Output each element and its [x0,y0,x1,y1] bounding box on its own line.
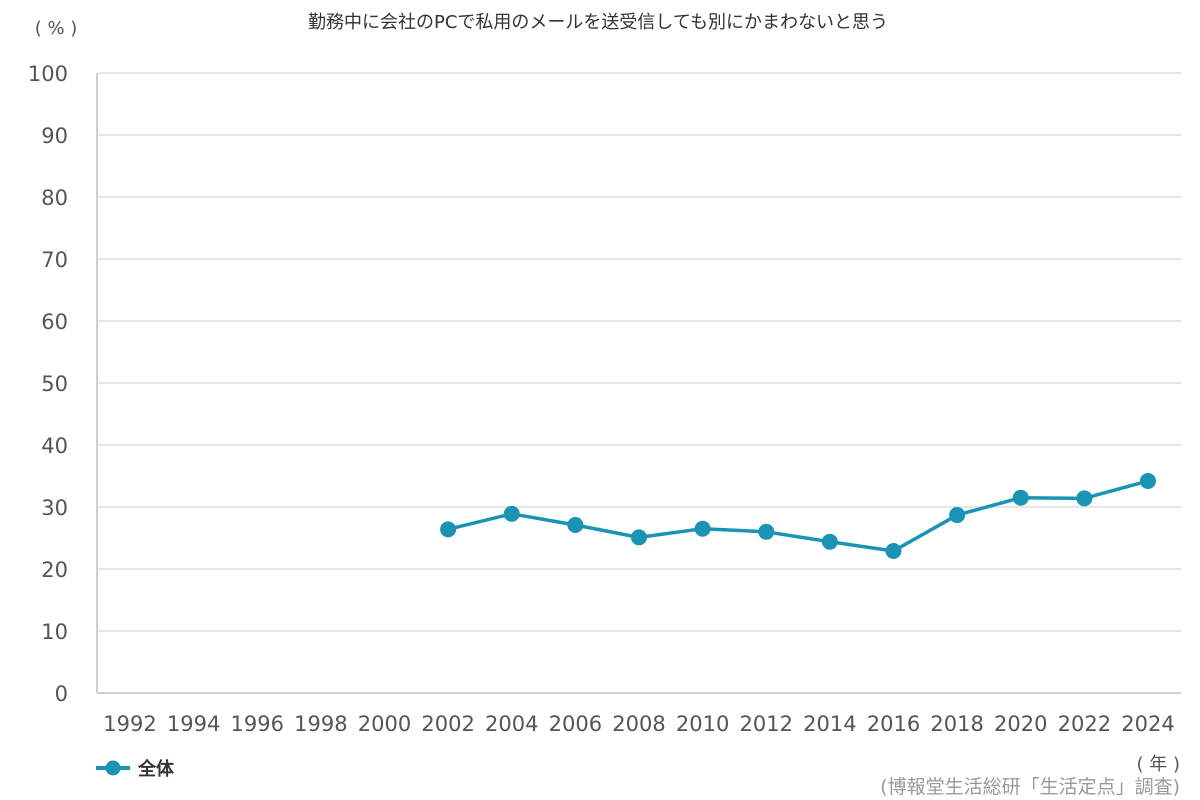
x-tick-label: 2014 [803,712,856,736]
x-tick-label: 2020 [994,712,1047,736]
y-tick-label: 90 [41,124,68,148]
x-tick-label: 2000 [358,712,411,736]
data-point [694,520,711,537]
x-tick-label: 2016 [867,712,920,736]
data-point [1012,489,1029,506]
gridlines [96,72,1181,694]
data-point [949,507,966,524]
x-tick-label: 2024 [1121,712,1174,736]
data-point [1076,490,1093,507]
y-tick-label: 20 [41,558,68,582]
x-tick-label: 1994 [167,712,220,736]
series-layer [440,472,1156,560]
chart-title: 勤務中に会社のPCで私用のメールを送受信しても別にかまわないと思う [308,12,888,33]
x-tick-label: 1998 [294,712,347,736]
y-axis-label: ( % ) [35,18,78,39]
data-point [758,523,775,540]
x-tick-label: 2010 [676,712,729,736]
x-tick-label: 2022 [1058,712,1111,736]
legend-label: 全体 [137,758,175,780]
x-axis-label: ( 年 ) [1137,754,1181,775]
data-point [885,543,902,560]
y-tick-label: 50 [41,372,68,396]
x-tick-label: 1996 [231,712,284,736]
x-tick-label: 2006 [549,712,602,736]
data-point [567,516,584,533]
data-point [631,529,647,546]
y-tick-label: 60 [41,310,68,334]
y-tick-label: 0 [55,682,68,706]
y-tick-labels: 0 10 20 30 40 50 60 70 80 90 100 [28,62,68,706]
source-note: (博報堂生活総研「生活定点」調査) [880,776,1180,798]
y-tick-label: 10 [41,620,68,644]
y-tick-label: 100 [28,62,68,86]
y-tick-label: 80 [41,186,68,210]
x-tick-label: 1992 [103,712,156,736]
data-point [821,533,838,550]
data-point [503,505,520,522]
y-tick-label: 70 [41,248,68,272]
data-point [440,521,457,538]
x-tick-label: 2012 [740,712,793,736]
x-tick-label: 2002 [421,712,474,736]
series-line [447,479,1149,553]
y-tick-label: 40 [41,434,68,458]
x-tick-label: 2018 [930,712,983,736]
legend: 全体 [96,758,175,780]
data-point [1140,472,1156,489]
x-tick-label: 2008 [612,712,665,736]
x-tick-labels: 1992 1994 1996 1998 2000 2002 2004 2006 2008 2010… [103,712,1174,736]
y-tick-label: 30 [41,496,68,520]
x-tick-label: 2004 [485,712,538,736]
legend-marker [105,760,121,776]
